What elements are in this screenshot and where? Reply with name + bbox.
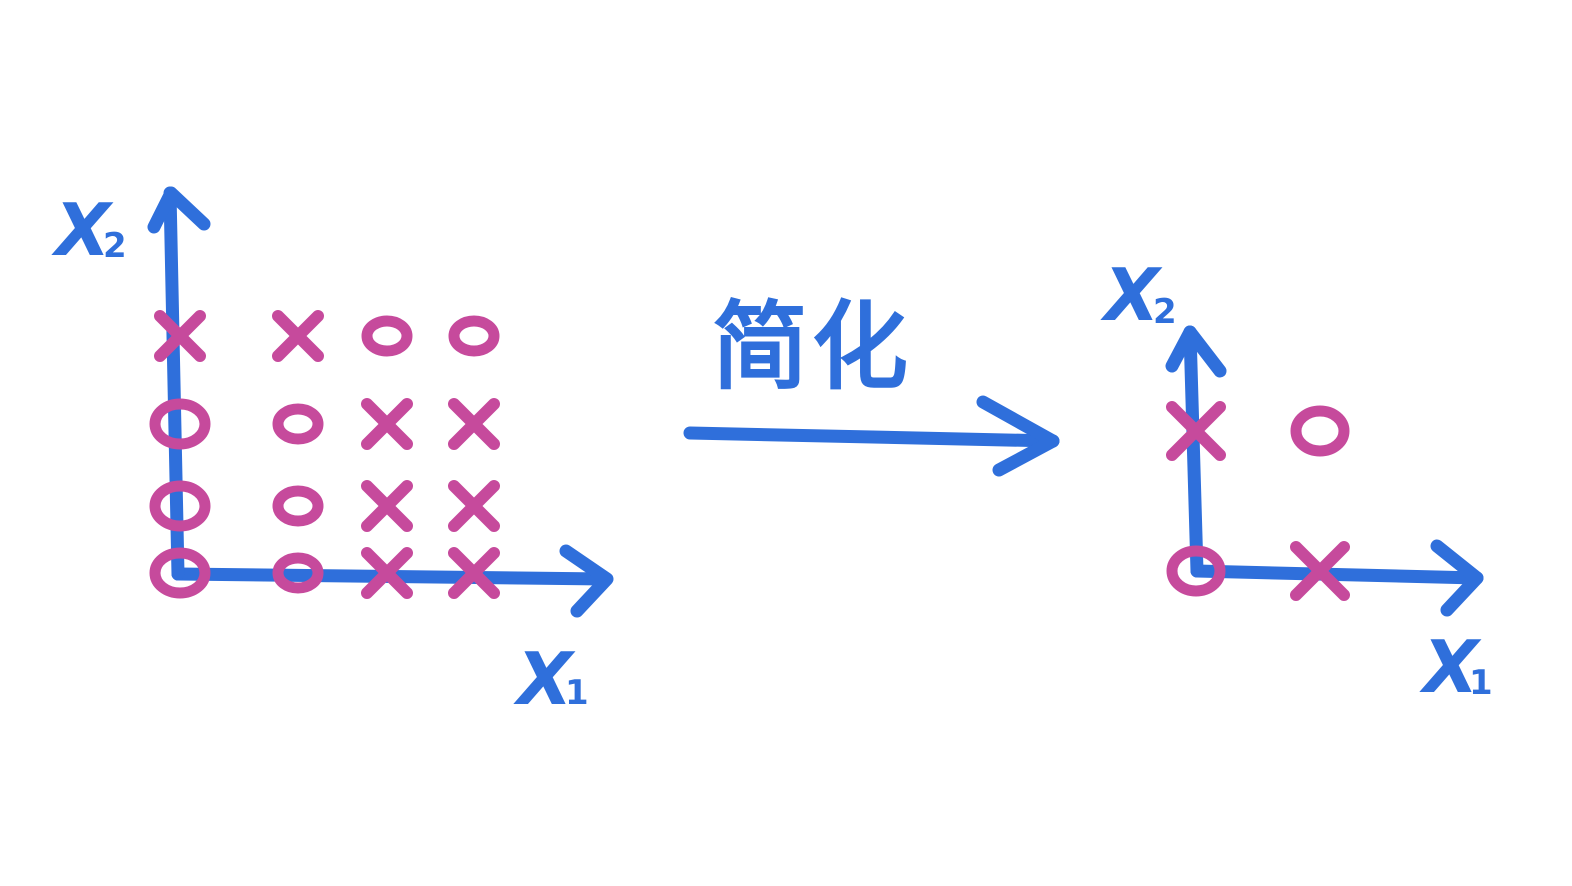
left-mark-r1-c1 <box>149 547 211 599</box>
transform-arrow-shaft <box>683 426 1060 448</box>
right-mark-r2-c2 <box>1290 405 1350 457</box>
left-axes <box>147 186 614 618</box>
left-mark-r4-c3 <box>361 315 413 357</box>
right-y-axis-label: X <box>1100 253 1163 337</box>
left-mark-r1-c3-stroke-2 <box>361 547 413 599</box>
right-x-axis <box>1190 564 1484 585</box>
right-axis-labels: X 2 X 1 <box>1100 253 1493 709</box>
left-marks-grid <box>149 310 500 599</box>
left-mark-r4-c1-stroke-2 <box>154 310 206 362</box>
left-mark-r3-c3 <box>361 398 413 450</box>
left-mark-r3-c4 <box>448 398 500 450</box>
right-x-axis-arrowhead <box>1430 539 1484 617</box>
left-y-axis-label: X <box>51 188 114 272</box>
left-mark-r4-c4 <box>448 315 500 357</box>
left-mark-r3-c3-stroke-2 <box>361 398 413 450</box>
transform-label: 简化 <box>712 291 912 403</box>
right-y-axis-arrowhead <box>1165 325 1227 378</box>
left-y-axis <box>163 186 185 581</box>
left-mark-r3-c1 <box>149 398 211 450</box>
transform-arrow: 简化 <box>683 291 1060 477</box>
left-mark-r4-c1 <box>154 310 206 362</box>
left-mark-r1-c3 <box>361 547 413 599</box>
left-y-axis-subscript: 2 <box>103 226 127 266</box>
right-axes <box>1165 325 1484 617</box>
right-mark-r1-c2 <box>1290 541 1350 601</box>
left-y-axis-arrowhead <box>147 186 211 234</box>
left-mark-r2-c4 <box>448 480 500 532</box>
right-mark-r1-c2-stroke-2 <box>1290 541 1350 601</box>
left-x-axis-label: X <box>513 637 576 721</box>
left-mark-r1-c4-stroke-2 <box>448 547 500 599</box>
right-mark-r2-c1 <box>1166 401 1226 461</box>
left-mark-r2-c2 <box>272 485 324 527</box>
left-mark-r2-c3 <box>361 480 413 532</box>
left-mark-r1-c2 <box>272 552 324 594</box>
left-mark-r2-c3-stroke-2 <box>361 480 413 532</box>
left-axis-labels: X 2 X 1 <box>51 188 589 721</box>
left-mark-r2-c1 <box>149 480 211 532</box>
right-y-axis-subscript: 2 <box>1153 292 1177 332</box>
left-mark-r3-c4-stroke-2 <box>448 398 500 450</box>
left-x-axis-subscript: 1 <box>565 673 589 713</box>
right-y-axis <box>1183 325 1204 578</box>
left-mark-r2-c4-stroke-2 <box>448 480 500 532</box>
left-mark-r4-c2 <box>272 310 324 362</box>
left-mark-r1-c4 <box>448 547 500 599</box>
transform-arrowhead <box>976 395 1060 477</box>
left-mark-r4-c2-stroke-2 <box>272 310 324 362</box>
left-mark-r3-c2 <box>272 403 324 445</box>
right-x-axis-subscript: 1 <box>1469 663 1493 703</box>
right-marks-grid <box>1166 401 1350 601</box>
right-x-axis-label: X <box>1419 625 1482 709</box>
right-mark-r2-c1-stroke-2 <box>1166 401 1226 461</box>
right-mark-r1-c1 <box>1166 545 1226 597</box>
left-x-axis-arrowhead <box>559 544 614 618</box>
